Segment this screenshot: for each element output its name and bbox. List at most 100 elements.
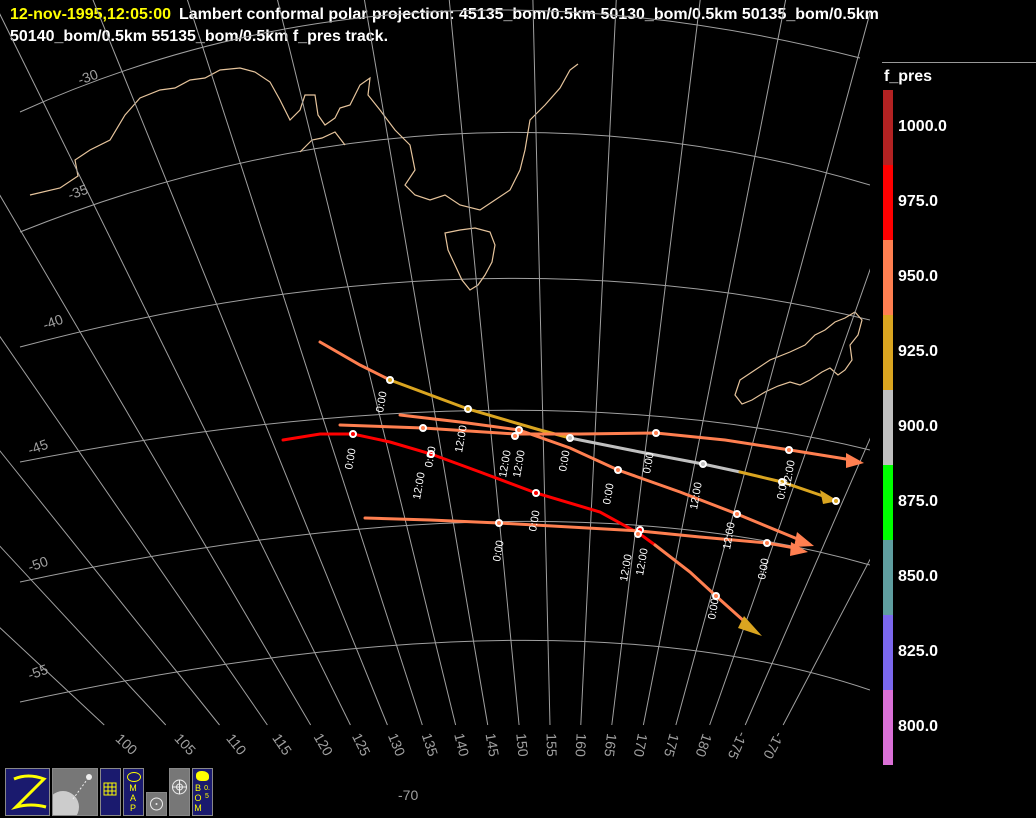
lon-label: 155 bbox=[543, 733, 560, 757]
meridian-line bbox=[0, 545, 167, 726]
time-label: 12:00 bbox=[721, 521, 738, 550]
legend-label: 950.0 bbox=[898, 268, 939, 285]
track-50140[interactable] bbox=[281, 432, 762, 636]
satellite-tool-button[interactable] bbox=[52, 768, 98, 816]
time-label: 12:00 bbox=[618, 553, 635, 582]
grid-icon bbox=[103, 782, 117, 796]
lon-label: 135 bbox=[419, 731, 441, 758]
coast-gulf bbox=[299, 131, 346, 153]
track-point[interactable] bbox=[386, 376, 394, 384]
time-label: 0:00 bbox=[491, 539, 507, 562]
radar-icon bbox=[172, 779, 187, 795]
time-label: 12:00 bbox=[688, 481, 705, 510]
bom-label: BOM bbox=[194, 783, 202, 813]
meridian-line bbox=[744, 437, 870, 726]
coastlines bbox=[29, 63, 863, 405]
track-50135[interactable] bbox=[398, 413, 814, 547]
lon-label: 110 bbox=[223, 730, 250, 758]
lon-label: -170 bbox=[760, 729, 787, 761]
track-point[interactable] bbox=[763, 539, 771, 547]
meridian-line bbox=[448, 0, 520, 726]
coast-tasmania bbox=[444, 227, 496, 291]
graticule bbox=[19, 9, 870, 703]
track-point[interactable] bbox=[652, 429, 660, 437]
time-label: 12:00 bbox=[453, 424, 470, 453]
track-point[interactable] bbox=[614, 466, 622, 474]
time-label: 0:00 bbox=[343, 447, 359, 470]
datetime: 12-nov-1995,12:05:00 bbox=[10, 6, 171, 23]
track-point[interactable] bbox=[712, 592, 720, 600]
lon-label: -175 bbox=[725, 729, 751, 761]
track-point[interactable] bbox=[532, 489, 540, 497]
meridian-line bbox=[782, 558, 870, 726]
track-point[interactable] bbox=[464, 405, 472, 413]
track-55135[interactable] bbox=[363, 516, 808, 556]
time-label: 0:00 bbox=[527, 509, 543, 532]
coast-new-zealand bbox=[734, 311, 863, 405]
radar-tool-button[interactable] bbox=[169, 768, 190, 816]
time-label: 0:00 bbox=[775, 477, 791, 500]
lon-label: 175 bbox=[661, 732, 683, 759]
track-point[interactable] bbox=[566, 434, 574, 442]
track-point[interactable] bbox=[427, 450, 435, 458]
track-point[interactable] bbox=[495, 519, 503, 527]
legend-label: 900.0 bbox=[898, 418, 939, 435]
track-point[interactable] bbox=[699, 460, 707, 468]
meridian-line bbox=[92, 0, 388, 726]
legend-label: 875.0 bbox=[898, 493, 939, 510]
meridian-line bbox=[277, 0, 457, 726]
meridian-line bbox=[186, 0, 423, 726]
lon-label: 120 bbox=[311, 730, 337, 758]
time-label: 12:00 bbox=[511, 449, 528, 478]
track-point[interactable] bbox=[349, 430, 357, 438]
map-tool-button[interactable]: MAP bbox=[123, 768, 144, 816]
bom-tool-button[interactable]: BOM 0.5 bbox=[192, 768, 213, 816]
track-50130[interactable] bbox=[338, 423, 864, 468]
time-label: 0:00 bbox=[423, 445, 439, 468]
lat-line bbox=[19, 639, 870, 703]
track-points bbox=[349, 376, 840, 600]
track-point[interactable] bbox=[511, 432, 519, 440]
lon-label: 145 bbox=[483, 732, 503, 758]
lon-label: 115 bbox=[269, 731, 295, 759]
legend-label: 1000.0 bbox=[898, 118, 947, 135]
legend-swatch bbox=[883, 540, 893, 615]
time-labels: 0:00 12:00 0:00 12:00 0:00 0:00 12:00 0:00 12:00… bbox=[343, 390, 798, 620]
satellite-icon bbox=[53, 774, 92, 815]
legend-label: 850.0 bbox=[898, 568, 939, 585]
lat-label: -55 bbox=[26, 661, 51, 683]
meridian-line bbox=[580, 0, 617, 726]
time-label: 12:00 bbox=[634, 547, 651, 576]
legend-swatch bbox=[883, 315, 893, 390]
lon-label: 105 bbox=[171, 730, 199, 758]
meridian-line bbox=[709, 268, 870, 726]
track-point[interactable] bbox=[634, 530, 642, 538]
meridian-line bbox=[0, 194, 312, 726]
meridian-line bbox=[0, 13, 351, 726]
track-point[interactable] bbox=[832, 497, 840, 505]
meridian-line bbox=[0, 627, 105, 726]
legend-label: 800.0 bbox=[898, 718, 939, 735]
lat-line bbox=[19, 9, 861, 113]
track-point[interactable] bbox=[785, 446, 793, 454]
coast-australia bbox=[29, 63, 579, 211]
time-label: 0:00 bbox=[374, 390, 390, 413]
legend-label: 975.0 bbox=[898, 193, 939, 210]
time-label: 0:00 bbox=[557, 449, 573, 472]
track-point[interactable] bbox=[419, 424, 427, 432]
grid-tool-button[interactable] bbox=[100, 768, 121, 816]
point-tool-button[interactable] bbox=[146, 792, 167, 816]
track-point[interactable] bbox=[733, 510, 741, 518]
track-point[interactable] bbox=[778, 478, 786, 486]
time-label: 0:00 bbox=[706, 597, 722, 620]
zoom-tool-button[interactable] bbox=[5, 768, 50, 816]
track-point[interactable] bbox=[515, 426, 523, 434]
legend: f_pres 1000.0 975.0 950.0 925.0 900.0 875.0 85… bbox=[876, 62, 1036, 767]
time-label: 0:00 bbox=[601, 482, 617, 505]
lon-label: 165 bbox=[601, 733, 620, 758]
lat-label: -35 bbox=[66, 181, 91, 203]
meridian-line bbox=[0, 335, 268, 726]
lon-label: 100 bbox=[113, 730, 141, 758]
map-canvas[interactable]: 100 105 110 115 120 125 130 135 140 145 150 155 160 1… bbox=[0, 0, 870, 818]
legend-swatch bbox=[883, 690, 893, 765]
